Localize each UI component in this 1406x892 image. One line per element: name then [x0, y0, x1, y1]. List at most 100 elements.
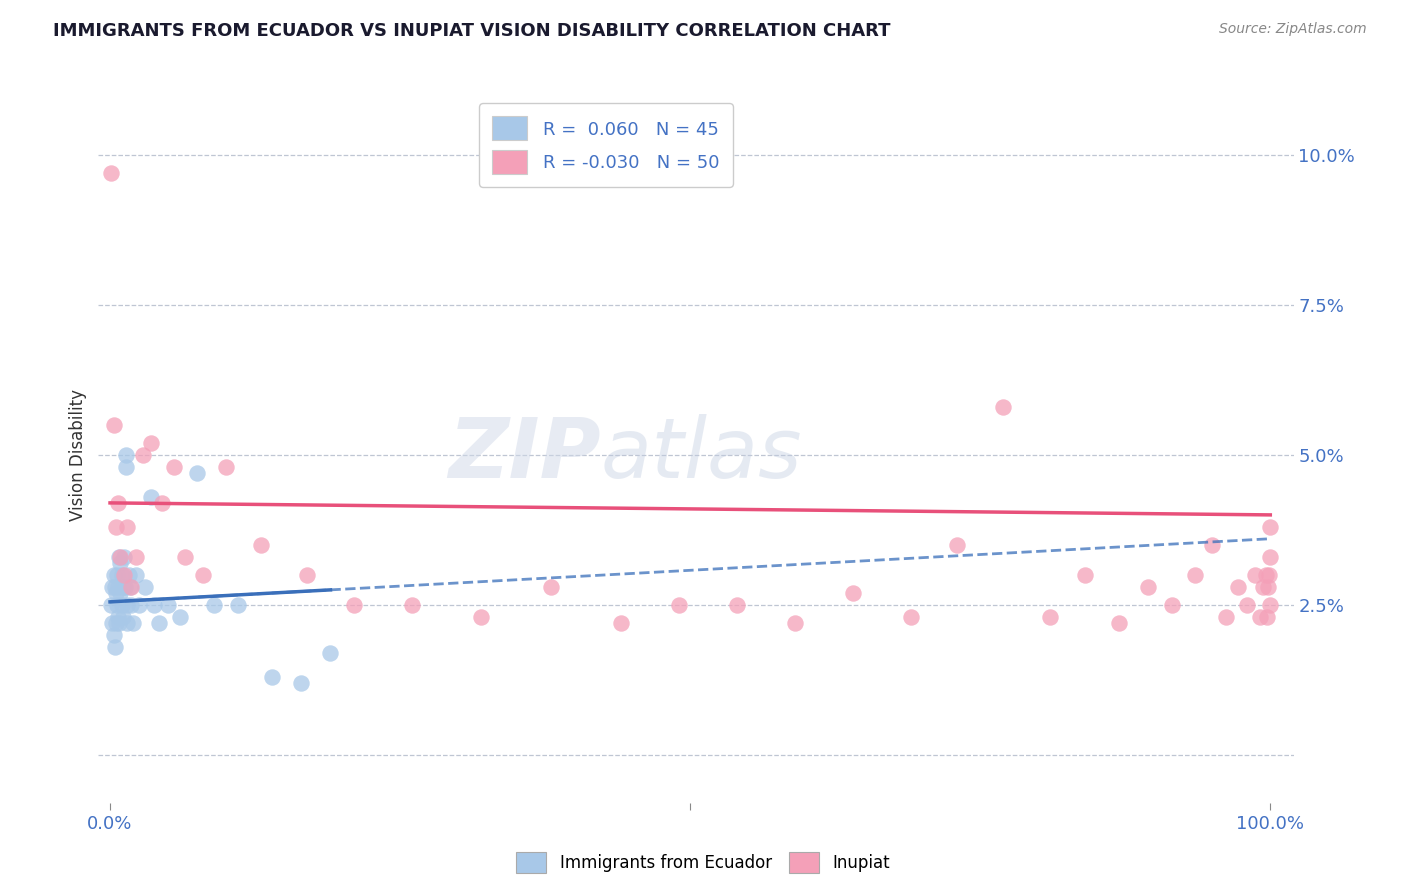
Point [100, 598, 122, 612]
Point [1039, 610, 1062, 624]
Point [169, 610, 191, 624]
Point [104, 615, 127, 630]
Legend: Immigrants from Ecuador, Inupiat: Immigrants from Ecuador, Inupiat [510, 846, 896, 880]
Point [124, 567, 146, 582]
Point [101, 580, 124, 594]
Point [343, 598, 366, 612]
Text: ZIP: ZIP [447, 415, 600, 495]
Text: atlas: atlas [600, 415, 801, 495]
Text: Source: ZipAtlas.com: Source: ZipAtlas.com [1219, 22, 1367, 37]
Point [118, 580, 141, 594]
Point [1108, 615, 1130, 630]
Point [215, 459, 238, 474]
Point [1137, 580, 1160, 594]
Point [120, 598, 142, 612]
Point [101, 615, 124, 630]
Text: IMMIGRANTS FROM ECUADOR VS INUPIAT VISION DISABILITY CORRELATION CHART: IMMIGRANTS FROM ECUADOR VS INUPIAT VISIO… [53, 22, 891, 40]
Y-axis label: Vision Disability: Vision Disability [69, 389, 87, 521]
Point [157, 598, 180, 612]
Point [1258, 567, 1281, 582]
Point [1226, 580, 1249, 594]
Point [104, 586, 127, 600]
Point [1160, 598, 1182, 612]
Point [1254, 567, 1277, 582]
Point [1073, 567, 1095, 582]
Point [783, 615, 806, 630]
Point [191, 567, 214, 582]
Point [115, 459, 138, 474]
Point [1249, 610, 1271, 624]
Point [111, 580, 134, 594]
Point [1258, 549, 1281, 564]
Point [668, 598, 690, 612]
Point [1215, 610, 1237, 624]
Point [104, 520, 127, 534]
Point [143, 598, 166, 612]
Point [103, 567, 125, 582]
Point [131, 448, 153, 462]
Point [186, 466, 208, 480]
Point [1236, 598, 1258, 612]
Point [128, 598, 150, 612]
Point [609, 615, 631, 630]
Point [841, 586, 863, 600]
Point [108, 549, 131, 564]
Point [111, 567, 134, 582]
Point [105, 567, 128, 582]
Point [110, 556, 132, 570]
Point [148, 615, 170, 630]
Point [1184, 567, 1206, 582]
Point [540, 580, 562, 594]
Point [112, 567, 135, 582]
Point [1253, 580, 1275, 594]
Point [226, 598, 249, 612]
Point [297, 567, 319, 582]
Point [204, 598, 226, 612]
Point [103, 628, 125, 642]
Point [117, 615, 139, 630]
Point [1256, 610, 1278, 624]
Point [319, 646, 342, 660]
Point [117, 598, 139, 612]
Point [163, 459, 186, 474]
Point [1258, 598, 1281, 612]
Point [104, 640, 127, 654]
Point [174, 549, 197, 564]
Point [114, 580, 136, 594]
Point [110, 549, 132, 564]
Point [900, 610, 922, 624]
Point [124, 549, 146, 564]
Point [107, 610, 129, 624]
Point [1258, 520, 1281, 534]
Point [290, 676, 312, 690]
Point [470, 610, 492, 624]
Point [108, 615, 131, 630]
Point [100, 166, 122, 180]
Point [150, 496, 173, 510]
Legend: R =  0.060   N = 45, R = -0.030   N = 50: R = 0.060 N = 45, R = -0.030 N = 50 [478, 103, 733, 187]
Point [262, 670, 284, 684]
Point [946, 538, 969, 552]
Point [250, 538, 273, 552]
Point [1244, 567, 1267, 582]
Point [115, 448, 138, 462]
Point [120, 580, 142, 594]
Point [139, 436, 162, 450]
Point [107, 580, 129, 594]
Point [117, 520, 139, 534]
Point [117, 567, 139, 582]
Point [111, 598, 134, 612]
Point [112, 549, 135, 564]
Point [993, 400, 1015, 414]
Point [401, 598, 423, 612]
Point [107, 496, 129, 510]
Point [725, 598, 748, 612]
Point [104, 580, 127, 594]
Point [105, 598, 128, 612]
Point [110, 586, 132, 600]
Point [139, 490, 162, 504]
Point [1257, 580, 1279, 594]
Point [1201, 538, 1223, 552]
Point [134, 580, 156, 594]
Point [111, 610, 134, 624]
